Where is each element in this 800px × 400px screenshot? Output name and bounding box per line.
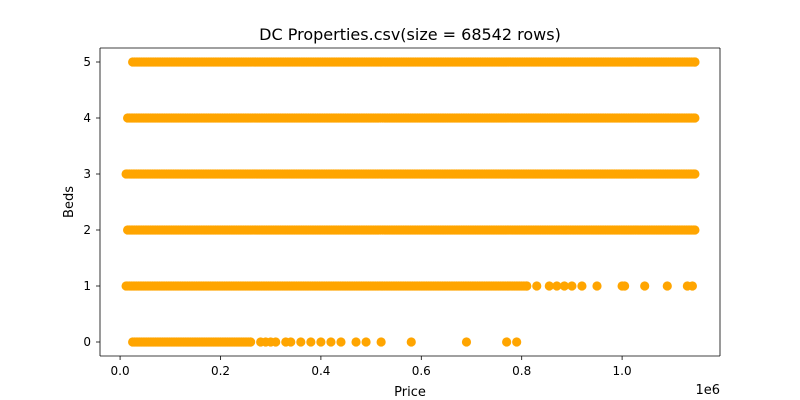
scatter-point [690, 225, 700, 235]
scatter-point [316, 337, 326, 347]
scatter-point [461, 337, 472, 347]
y-axis-label: Beds [62, 186, 77, 218]
scatter-point [326, 337, 336, 347]
x-tick-label: 0.8 [512, 364, 531, 378]
scatter-point [246, 337, 256, 347]
scatter-point [271, 337, 281, 347]
scatter-point [351, 337, 361, 347]
scatter-point [406, 337, 416, 347]
x-axis-label: Price [394, 385, 426, 400]
y-tick-label: 0 [83, 335, 91, 349]
y-tick-label: 3 [83, 167, 91, 181]
scatter-point [522, 281, 532, 291]
scatter-point [559, 281, 569, 291]
scatter-point [640, 281, 650, 291]
scatter-point [690, 57, 700, 67]
scatter-point [662, 281, 672, 291]
x-tick-label: 0.6 [412, 364, 431, 378]
scatter-point [544, 281, 554, 291]
scatter-point [552, 281, 562, 291]
scatter-point [532, 281, 542, 291]
data-points [121, 57, 700, 347]
x-axis-ticks: 0.0 0.2 0.4 0.6 0.8 1.0 [111, 356, 632, 378]
axes-frame [99, 47, 721, 357]
y-tick-label: 2 [83, 223, 91, 237]
scatter-point [592, 281, 602, 291]
scatter-point [296, 337, 306, 347]
y-tick-label: 5 [83, 55, 91, 69]
scatter-point [620, 281, 630, 291]
scatter-point [336, 337, 346, 347]
scatter-point [361, 337, 371, 347]
plot-area [100, 48, 720, 356]
scatter-point [690, 113, 700, 123]
x-tick-label: 0.2 [211, 364, 230, 378]
chart-title: DC Properties.csv(size = 68542 rows) [259, 25, 561, 44]
x-tick-label: 0.0 [111, 364, 130, 378]
scatter-point [512, 337, 522, 347]
scatter-point [687, 281, 697, 291]
scatter-point [567, 281, 577, 291]
x-tick-label: 0.4 [311, 364, 330, 378]
scatter-point [306, 337, 316, 347]
scatter-point [376, 337, 386, 347]
scatter-point [286, 337, 296, 347]
y-axis-ticks: 0 1 2 3 4 5 [83, 55, 100, 349]
scatter-point [690, 169, 700, 179]
y-tick-label: 4 [83, 111, 91, 125]
scatter-point [502, 337, 512, 347]
x-tick-label: 1.0 [613, 364, 632, 378]
scatter-point [577, 281, 587, 291]
y-tick-label: 1 [83, 279, 91, 293]
x-axis-scale-note: 1e6 [695, 383, 720, 398]
